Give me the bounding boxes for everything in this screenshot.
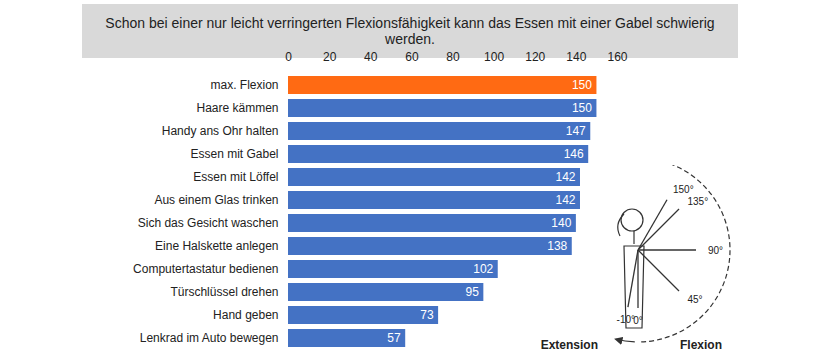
svg-text:160: 160: [607, 50, 627, 64]
svg-text:142: 142: [555, 170, 575, 184]
svg-text:Hand geben: Hand geben: [213, 308, 278, 322]
svg-text:Sich das Gesicht waschen: Sich das Gesicht waschen: [138, 216, 279, 230]
svg-text:Essen mit Löffel: Essen mit Löffel: [193, 170, 278, 184]
svg-text:40: 40: [364, 50, 378, 64]
svg-text:Extension: Extension: [541, 338, 598, 352]
svg-text:95: 95: [465, 285, 479, 299]
svg-text:max. Flexion: max. Flexion: [210, 78, 278, 92]
svg-text:138: 138: [547, 239, 567, 253]
svg-text:57: 57: [387, 331, 401, 345]
svg-text:Aus einem Glas trinken: Aus einem Glas trinken: [154, 193, 278, 207]
svg-text:Türschlüssel drehen: Türschlüssel drehen: [170, 285, 278, 299]
svg-text:135°: 135°: [687, 196, 708, 207]
svg-text:Computertastatur bedienen: Computertastatur bedienen: [133, 262, 278, 276]
svg-text:90°: 90°: [708, 245, 723, 256]
svg-text:120: 120: [525, 50, 545, 64]
svg-text:0: 0: [285, 50, 292, 64]
svg-text:45°: 45°: [687, 294, 702, 305]
html-text:Schon bei einer nur leicht ver: Schon bei einer nur leicht verringerten …: [105, 15, 715, 47]
svg-text:100: 100: [484, 50, 504, 64]
svg-text:146: 146: [564, 147, 584, 161]
svg-text:Haare kämmen: Haare kämmen: [196, 101, 278, 115]
svg-text:Eine Halskette anlegen: Eine Halskette anlegen: [155, 239, 278, 253]
svg-text:150°: 150°: [673, 184, 694, 195]
svg-text:150: 150: [572, 101, 592, 115]
svg-text:60: 60: [405, 50, 419, 64]
svg-text:102: 102: [473, 262, 493, 276]
svg-text:-10°: -10°: [617, 314, 635, 325]
svg-text:140: 140: [551, 216, 571, 230]
svg-text:Lenkrad im Auto bewegen: Lenkrad im Auto bewegen: [140, 331, 279, 345]
svg-text:Handy ans Ohr halten: Handy ans Ohr halten: [162, 124, 279, 138]
svg-text:150: 150: [572, 78, 592, 92]
svg-text:Flexion: Flexion: [680, 338, 722, 352]
svg-text:80: 80: [446, 50, 460, 64]
svg-text:0°: 0°: [633, 315, 643, 326]
svg-text:Essen mit Gabel: Essen mit Gabel: [190, 147, 278, 161]
svg-text:140: 140: [566, 50, 586, 64]
svg-text:142: 142: [555, 193, 575, 207]
svg-text:20: 20: [323, 50, 337, 64]
svg-text:73: 73: [420, 308, 434, 322]
svg-text:147: 147: [566, 124, 586, 138]
